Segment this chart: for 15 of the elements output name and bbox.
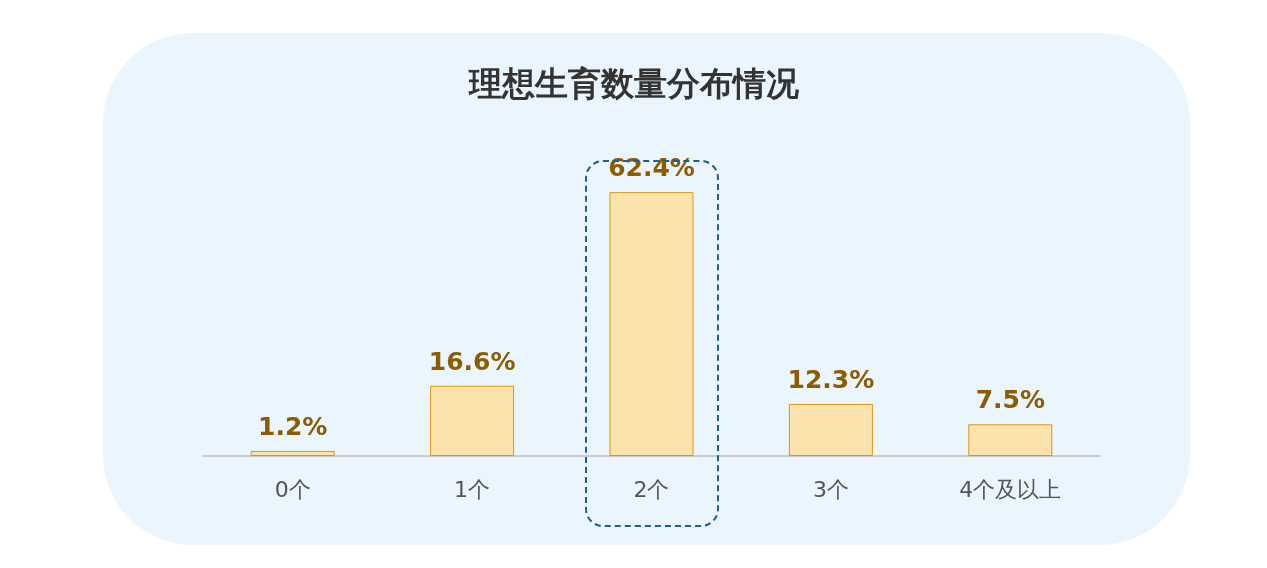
bar	[250, 450, 335, 456]
data-label: 7.5%	[975, 385, 1045, 415]
x-tick-label: 0个	[274, 476, 311, 502]
bar	[788, 403, 873, 456]
x-tick-label: 2个	[633, 476, 670, 502]
bar	[968, 424, 1053, 456]
data-label: 16.6%	[428, 346, 516, 376]
bar	[609, 192, 694, 456]
x-tick-label: 1个	[454, 476, 491, 502]
bar	[430, 385, 515, 456]
data-label: 1.2%	[258, 411, 328, 441]
x-tick-label: 3个	[812, 476, 849, 502]
chart-title: 理想生育数量分布情况	[467, 64, 800, 103]
x-tick-label: 4个及以上	[959, 476, 1062, 502]
data-label: 12.3%	[787, 364, 875, 394]
